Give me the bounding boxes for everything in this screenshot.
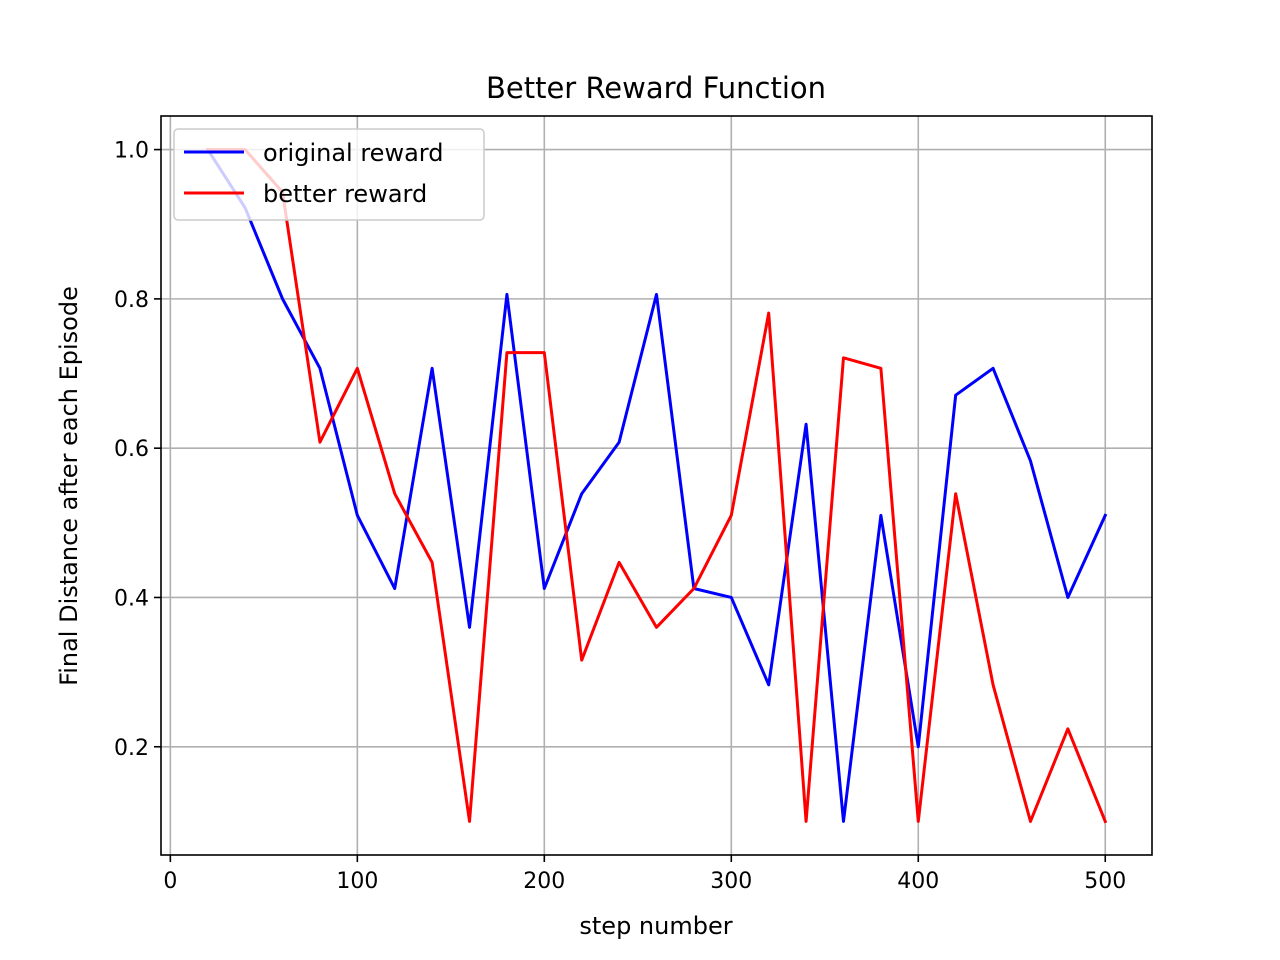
y-tick-label: 0.6	[114, 437, 149, 462]
x-axis-label: step number	[579, 912, 732, 940]
x-tick-label: 0	[163, 869, 177, 894]
legend: original reward better reward	[173, 128, 485, 221]
x-tick-label: 200	[523, 869, 565, 894]
x-tick-label: 100	[336, 869, 378, 894]
x-tick-label: 300	[710, 869, 752, 894]
y-axis-label: Final Distance after each Episode	[55, 286, 83, 686]
x-tick-label: 500	[1084, 869, 1126, 894]
legend-label-better-reward: better reward	[263, 180, 427, 208]
plot-frame	[160, 115, 1153, 856]
y-tick-label: 0.2	[114, 736, 149, 761]
legend-label-original-reward: original reward	[263, 139, 443, 167]
tick-layer: 0 100 200 300 400 500 0.2 0.4 0.6 0.8 1.0	[114, 139, 1126, 894]
y-tick-label: 1.0	[114, 139, 149, 164]
y-tick-label: 0.8	[114, 288, 149, 313]
y-tick-label: 0.4	[114, 586, 149, 611]
chart-title: Better Reward Function	[486, 71, 826, 105]
x-tick-label: 400	[897, 869, 939, 894]
series-layer	[205, 147, 1108, 824]
series-line-original-reward	[205, 147, 1108, 823]
legend-box	[173, 128, 485, 221]
series-line-better-reward	[206, 148, 1108, 824]
